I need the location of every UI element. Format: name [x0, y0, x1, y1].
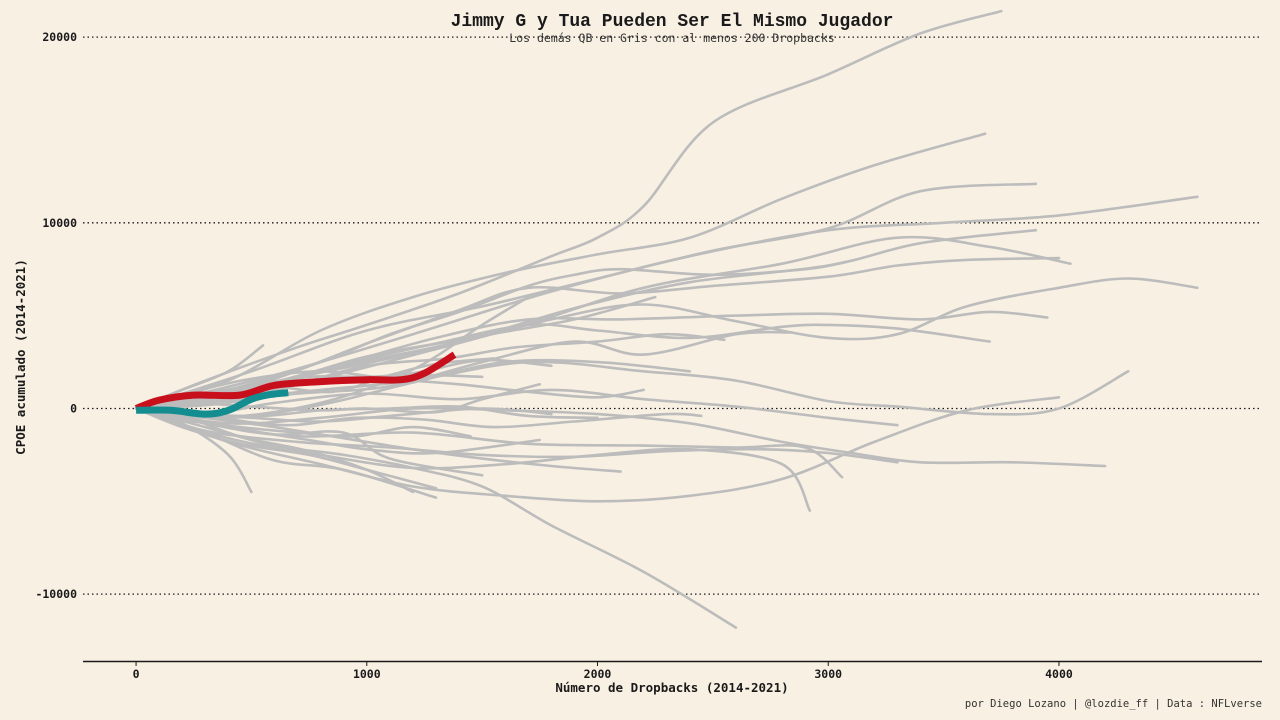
- chart-title: Jimmy G y Tua Pueden Ser El Mismo Jugado…: [451, 12, 894, 32]
- qb-line: [134, 407, 438, 499]
- y-tick-label: 0: [70, 401, 77, 415]
- highlight-line-red: [134, 351, 457, 412]
- qb-line: [134, 407, 703, 429]
- x-tick-label: 3000: [814, 667, 842, 681]
- gridlines: [83, 36, 1262, 595]
- qb-line: [134, 407, 542, 455]
- highlight-line-teal: [136, 389, 289, 418]
- qb-line: [134, 9, 1003, 410]
- x-tick-label: 4000: [1045, 667, 1073, 681]
- qb-line: [134, 407, 899, 464]
- chart-subtitle: Los demás QB en Gris con al menos 200 Dr…: [509, 31, 834, 45]
- qb-line: [134, 407, 622, 473]
- qb-line: [134, 407, 812, 512]
- x-tick-label: 2000: [584, 667, 612, 681]
- chart-caption: por Diego Lozano | @lozdie_ff | Data : N…: [965, 698, 1262, 710]
- qb-line: [134, 407, 438, 490]
- x-axis-ticks: 0 1000 2000 3000 4000: [133, 662, 1073, 681]
- qb-line: [134, 330, 793, 410]
- qb-line: [134, 407, 472, 438]
- x-tick-label: 0: [133, 667, 140, 681]
- y-axis-title: CPOE acumulado (2014-2021): [13, 259, 28, 455]
- y-tick-label: 10000: [42, 216, 77, 230]
- qb-line: [134, 396, 1061, 503]
- qb-line: [134, 132, 987, 410]
- qb-line: [134, 323, 991, 410]
- y-axis-ticks: -10000 0 10000 20000: [35, 30, 77, 601]
- highlight-lines: [134, 351, 457, 418]
- x-axis-title: Número de Dropbacks (2014-2021): [555, 680, 788, 695]
- qb-line: [134, 388, 899, 427]
- y-tick-label: 20000: [42, 30, 77, 44]
- y-tick-label: -10000: [35, 587, 77, 601]
- x-tick-label: 1000: [353, 667, 381, 681]
